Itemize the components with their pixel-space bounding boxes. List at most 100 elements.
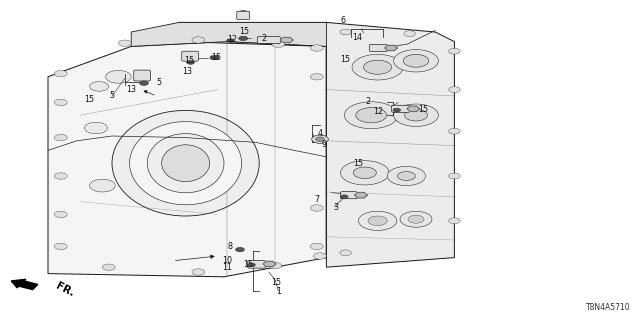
Text: FR.: FR. bbox=[54, 281, 76, 299]
Circle shape bbox=[236, 247, 244, 252]
Circle shape bbox=[387, 166, 426, 186]
Text: 4: 4 bbox=[317, 129, 323, 138]
Circle shape bbox=[368, 216, 387, 226]
Polygon shape bbox=[355, 192, 367, 198]
Circle shape bbox=[340, 250, 351, 256]
Circle shape bbox=[187, 60, 195, 64]
Circle shape bbox=[54, 173, 67, 179]
Circle shape bbox=[397, 172, 415, 180]
Circle shape bbox=[210, 55, 219, 60]
Circle shape bbox=[312, 135, 328, 143]
Circle shape bbox=[227, 39, 234, 43]
Circle shape bbox=[449, 173, 460, 179]
Circle shape bbox=[314, 253, 326, 259]
Circle shape bbox=[140, 81, 148, 85]
Text: 15: 15 bbox=[84, 95, 95, 104]
Polygon shape bbox=[263, 261, 276, 267]
Circle shape bbox=[356, 108, 387, 123]
Text: 3: 3 bbox=[333, 204, 339, 212]
Text: 15: 15 bbox=[271, 278, 282, 287]
Ellipse shape bbox=[161, 145, 210, 181]
FancyBboxPatch shape bbox=[340, 192, 357, 199]
Circle shape bbox=[248, 263, 255, 267]
Ellipse shape bbox=[112, 110, 259, 216]
Circle shape bbox=[340, 29, 351, 35]
Text: 11: 11 bbox=[222, 263, 232, 272]
Ellipse shape bbox=[147, 134, 224, 193]
Circle shape bbox=[239, 11, 248, 15]
Circle shape bbox=[310, 243, 323, 250]
Text: 12: 12 bbox=[373, 107, 383, 116]
Text: 2: 2 bbox=[261, 34, 266, 43]
Text: 12: 12 bbox=[227, 36, 237, 44]
Circle shape bbox=[272, 41, 285, 47]
Text: 15: 15 bbox=[239, 28, 250, 36]
Circle shape bbox=[106, 70, 131, 83]
Circle shape bbox=[449, 218, 460, 224]
Circle shape bbox=[84, 122, 108, 134]
FancyBboxPatch shape bbox=[369, 44, 387, 52]
Circle shape bbox=[192, 37, 205, 43]
FancyBboxPatch shape bbox=[182, 51, 198, 61]
Text: 14: 14 bbox=[352, 33, 362, 42]
Text: 1: 1 bbox=[276, 287, 281, 296]
Text: 7: 7 bbox=[314, 196, 319, 204]
Text: 13: 13 bbox=[182, 68, 192, 76]
Circle shape bbox=[102, 264, 115, 270]
Text: 8: 8 bbox=[228, 242, 233, 251]
Circle shape bbox=[364, 60, 392, 74]
Circle shape bbox=[310, 45, 323, 51]
FancyBboxPatch shape bbox=[392, 105, 410, 112]
Circle shape bbox=[400, 211, 432, 227]
Text: 15: 15 bbox=[419, 105, 429, 114]
Text: 10: 10 bbox=[222, 256, 232, 265]
FancyBboxPatch shape bbox=[134, 70, 150, 81]
Circle shape bbox=[394, 50, 438, 72]
Circle shape bbox=[54, 99, 67, 106]
Text: 15: 15 bbox=[340, 55, 351, 64]
FancyBboxPatch shape bbox=[257, 36, 280, 44]
Text: 13: 13 bbox=[126, 85, 136, 94]
Circle shape bbox=[449, 87, 460, 92]
Text: 15: 15 bbox=[243, 260, 253, 269]
Circle shape bbox=[449, 48, 460, 54]
Circle shape bbox=[310, 74, 323, 80]
Polygon shape bbox=[385, 45, 397, 51]
Circle shape bbox=[352, 54, 403, 80]
Circle shape bbox=[54, 211, 67, 218]
Circle shape bbox=[449, 128, 460, 134]
Circle shape bbox=[316, 137, 324, 141]
Circle shape bbox=[404, 31, 415, 36]
Circle shape bbox=[408, 215, 424, 223]
Polygon shape bbox=[179, 22, 454, 267]
Polygon shape bbox=[407, 106, 420, 112]
FancyBboxPatch shape bbox=[248, 260, 266, 268]
Text: 15: 15 bbox=[353, 159, 364, 168]
Text: 15: 15 bbox=[184, 56, 194, 65]
Circle shape bbox=[90, 82, 109, 91]
Circle shape bbox=[404, 109, 428, 121]
Text: 2: 2 bbox=[365, 97, 371, 106]
FancyBboxPatch shape bbox=[237, 11, 250, 20]
Text: 6: 6 bbox=[340, 16, 346, 25]
Circle shape bbox=[344, 102, 398, 129]
Circle shape bbox=[340, 195, 348, 199]
Circle shape bbox=[54, 134, 67, 141]
Circle shape bbox=[358, 211, 397, 230]
FancyArrow shape bbox=[12, 279, 38, 290]
Text: 9: 9 bbox=[321, 140, 326, 149]
Circle shape bbox=[269, 262, 282, 269]
Polygon shape bbox=[131, 22, 326, 46]
Text: 5: 5 bbox=[156, 78, 161, 87]
Text: 5: 5 bbox=[109, 92, 115, 100]
Circle shape bbox=[192, 269, 205, 275]
Circle shape bbox=[403, 54, 429, 67]
Circle shape bbox=[54, 243, 67, 250]
Circle shape bbox=[394, 104, 438, 126]
Polygon shape bbox=[48, 42, 326, 277]
Text: T8N4A5710: T8N4A5710 bbox=[586, 303, 630, 312]
Text: 15: 15 bbox=[211, 53, 221, 62]
Circle shape bbox=[54, 70, 67, 77]
Circle shape bbox=[118, 40, 131, 46]
Circle shape bbox=[340, 161, 389, 185]
